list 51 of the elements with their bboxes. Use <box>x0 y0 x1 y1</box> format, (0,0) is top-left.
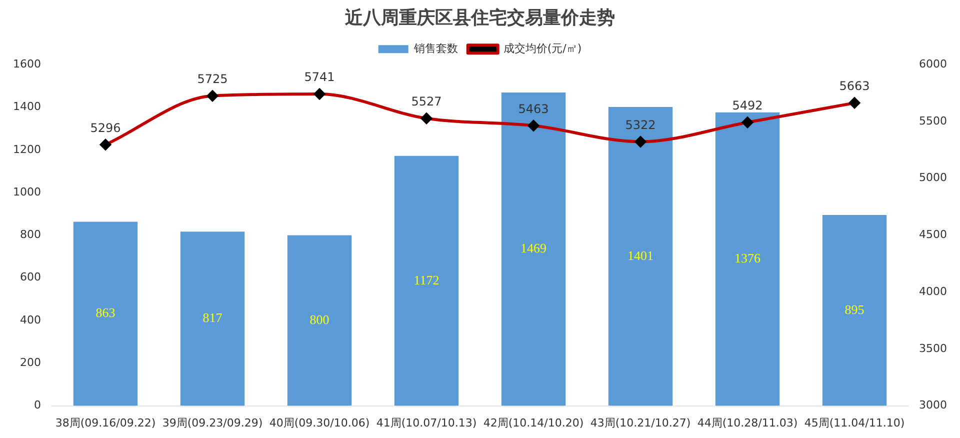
data-label: 5463 <box>518 102 549 116</box>
y2-tick-label: 4000 <box>919 284 948 298</box>
bar <box>608 107 673 406</box>
bar <box>73 222 138 406</box>
y-tick-label: 200 <box>20 356 41 370</box>
y-tick-label: 600 <box>20 270 41 284</box>
x-tick-label: 42周(10.14/10.20) <box>483 416 584 430</box>
y-tick-label: 1400 <box>12 100 41 114</box>
y-tick-label: 0 <box>34 398 41 412</box>
data-label: 5663 <box>839 79 870 94</box>
bar <box>715 112 780 406</box>
chart-title: 近八周重庆区县住宅交易量价走势 <box>344 7 615 28</box>
y2-tick-label: 5000 <box>919 171 948 184</box>
data-label: 5527 <box>411 94 442 109</box>
y-tick-label: 800 <box>20 228 41 242</box>
data-label: 895 <box>844 302 864 317</box>
data-label: 817 <box>202 310 223 326</box>
x-tick-label: 39周(09.23/09.29) <box>162 416 263 430</box>
data-label: 1376 <box>734 250 762 266</box>
data-label: 863 <box>96 305 116 320</box>
bar <box>287 235 352 406</box>
x-tick-label: 44周(10.28/11.03) <box>697 416 798 430</box>
x-tick-label: 45周(11.04/11.10) <box>804 416 905 430</box>
y-tick-label: 1000 <box>12 185 41 198</box>
bar <box>822 214 887 406</box>
data-label: 5725 <box>197 72 228 86</box>
bar <box>501 92 566 406</box>
data-label: 1469 <box>520 240 546 256</box>
data-label: 5296 <box>90 120 121 135</box>
data-label: 5322 <box>625 118 656 132</box>
data-label: 1401 <box>628 248 654 263</box>
data-label: 800 <box>310 312 330 327</box>
legend-label: 销售套数 <box>412 42 458 55</box>
y2-tick-label: 6000 <box>919 57 948 70</box>
y-tick-label: 400 <box>20 313 41 326</box>
bar <box>180 232 245 406</box>
legend-label: 成交均价(元/㎡) <box>503 42 582 55</box>
x-tick-label: 38周(09.16/09.22) <box>55 416 156 430</box>
x-tick-label: 43周(10.21/10.27) <box>590 416 691 430</box>
y2-tick-label: 3500 <box>919 342 948 355</box>
data-label: 5741 <box>304 70 335 84</box>
y-tick-label: 1600 <box>12 57 41 70</box>
y2-tick-label: 5500 <box>919 114 948 128</box>
data-label: 1172 <box>414 272 440 288</box>
y2-tick-label: 4500 <box>919 228 948 242</box>
x-tick-label: 41周(10.07/10.13) <box>376 416 477 430</box>
y2-tick-label: 3000 <box>919 398 948 412</box>
data-label: 5492 <box>732 98 763 112</box>
x-tick-label: 40周(09.30/10.06) <box>269 416 370 430</box>
y-tick-label: 1200 <box>12 142 41 156</box>
bar <box>394 156 459 406</box>
